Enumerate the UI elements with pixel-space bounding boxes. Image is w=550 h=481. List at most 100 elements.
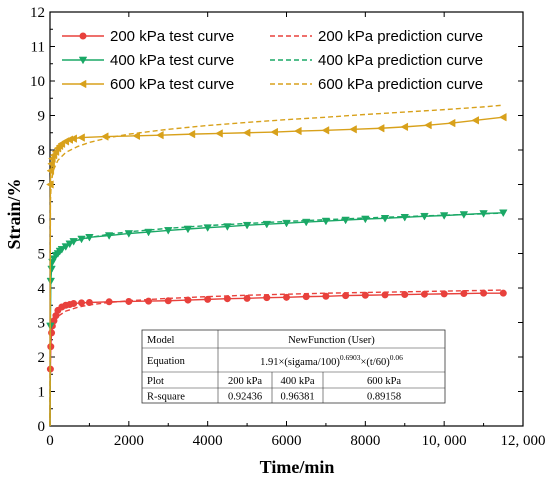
data-point bbox=[424, 120, 432, 130]
x-tick-label: 12, 000 bbox=[501, 433, 546, 449]
data-point bbox=[294, 126, 302, 136]
fit-table-plot-label: 600 kPa bbox=[367, 376, 401, 387]
equation-part: ×(t/60) bbox=[360, 357, 390, 368]
x-tick-label: 0 bbox=[46, 433, 54, 449]
data-point bbox=[302, 293, 310, 301]
series-4-test bbox=[46, 113, 507, 427]
x-axis-label: Time/min bbox=[260, 457, 335, 477]
fit-table: Model Equation Plot R-square NewFunction (Us… bbox=[141, 329, 446, 404]
fit-table-row-label: Equation bbox=[147, 356, 186, 367]
y-tick-label: 3 bbox=[38, 316, 46, 332]
data-point bbox=[70, 300, 78, 308]
data-point bbox=[376, 124, 385, 133]
legend-item: 200 kPa prediction curve bbox=[270, 28, 483, 45]
x-tick-label: 10, 000 bbox=[422, 433, 467, 449]
data-point bbox=[77, 133, 85, 142]
equation-part: 0.06 bbox=[390, 353, 403, 362]
data-point bbox=[439, 212, 449, 220]
legend-item: 600 kPa test curve bbox=[62, 76, 234, 93]
fit-table-rsquare-value: 0.96381 bbox=[280, 392, 314, 403]
fit-table-equation: 1.91×(sigama/100)0.6903×(t/60)0.06 bbox=[260, 353, 403, 368]
data-point bbox=[498, 113, 507, 122]
legend-label: 400 kPa prediction curve bbox=[318, 52, 483, 69]
fit-table-rsquare-value: 0.92436 bbox=[228, 392, 262, 403]
y-tick-label: 11 bbox=[31, 40, 45, 56]
data-point bbox=[471, 116, 479, 125]
x-tick-label: 8000 bbox=[350, 433, 380, 449]
legend: 200 kPa test curve 200 kPa prediction cur… bbox=[62, 28, 483, 93]
data-point bbox=[61, 243, 70, 251]
y-tick-label: 1 bbox=[38, 385, 46, 401]
legend-label: 600 kPa prediction curve bbox=[318, 76, 483, 93]
y-tick-label: 6 bbox=[38, 212, 46, 228]
legend-label: 400 kPa test curve bbox=[110, 52, 234, 69]
legend-item: 400 kPa test curve bbox=[62, 52, 234, 69]
y-tick-label: 12 bbox=[30, 5, 45, 21]
fit-table-row-label: Model bbox=[147, 335, 174, 346]
data-point bbox=[242, 128, 251, 137]
y-tick-label: 7 bbox=[38, 178, 46, 194]
series-layer bbox=[46, 104, 508, 427]
data-point bbox=[204, 295, 212, 303]
y-tick-label: 4 bbox=[38, 281, 46, 297]
y-tick-label: 5 bbox=[38, 247, 46, 263]
y-axis-label: Strain/% bbox=[4, 178, 24, 249]
data-point bbox=[78, 299, 86, 307]
series-1-prediction bbox=[49, 289, 504, 427]
data-point bbox=[156, 130, 164, 140]
data-point bbox=[400, 122, 409, 132]
data-point bbox=[46, 166, 55, 175]
series-line bbox=[49, 212, 504, 427]
equation-part: 1.91×(sigama/100) bbox=[260, 357, 340, 368]
data-point bbox=[215, 129, 223, 138]
fit-table-row-label: R-square bbox=[147, 392, 185, 403]
data-point bbox=[361, 291, 369, 299]
y-tick-label: 2 bbox=[38, 350, 46, 366]
fit-table-rsquare-value: 0.89158 bbox=[367, 392, 401, 403]
data-point bbox=[321, 126, 330, 135]
legend-marker bbox=[79, 32, 87, 40]
legend-marker bbox=[78, 56, 88, 65]
axes-frame: 0 2000 4000 6000 8000 10, 000 12, 000012345678… bbox=[30, 5, 546, 449]
x-tick-label: 6000 bbox=[272, 433, 302, 449]
data-point bbox=[47, 159, 55, 169]
series-line bbox=[49, 289, 504, 427]
legend-label: 200 kPa prediction curve bbox=[318, 28, 483, 45]
series-line bbox=[49, 104, 504, 427]
legend-label: 600 kPa test curve bbox=[110, 76, 234, 93]
y-tick-label: 10 bbox=[30, 74, 45, 90]
data-point bbox=[322, 292, 330, 300]
y-tick-label: 9 bbox=[38, 109, 46, 125]
fit-table-row-label: Plot bbox=[147, 376, 164, 387]
data-point bbox=[243, 294, 251, 302]
legend-label: 200 kPa test curve bbox=[110, 28, 234, 45]
data-point bbox=[349, 125, 357, 134]
data-point bbox=[270, 127, 278, 137]
y-tick-label: 8 bbox=[38, 143, 46, 159]
legend-item: 600 kPa prediction curve bbox=[270, 76, 483, 93]
series-5-prediction bbox=[49, 104, 504, 427]
fit-table-plot-label: 400 kPa bbox=[280, 376, 314, 387]
data-point bbox=[132, 131, 141, 141]
data-point bbox=[283, 293, 290, 301]
equation-part: 0.6903 bbox=[340, 353, 361, 362]
fit-table-model-value: NewFunction (User) bbox=[288, 335, 375, 346]
fit-table-plot-label: 200 kPa bbox=[228, 376, 262, 387]
series-3-prediction bbox=[49, 212, 504, 427]
legend-item: 200 kPa test curve bbox=[62, 28, 234, 45]
data-point bbox=[499, 289, 507, 297]
fit-table-frame bbox=[141, 329, 446, 404]
legend-marker bbox=[78, 79, 87, 89]
data-point bbox=[105, 298, 113, 306]
data-point bbox=[447, 118, 456, 128]
data-point bbox=[100, 132, 109, 141]
data-point bbox=[144, 228, 153, 237]
y-tick-label: 0 bbox=[38, 419, 46, 435]
data-point bbox=[187, 129, 196, 139]
data-point bbox=[263, 294, 271, 302]
x-tick-label: 4000 bbox=[193, 433, 223, 449]
legend-item: 400 kPa prediction curve bbox=[270, 52, 483, 69]
data-point bbox=[69, 134, 77, 143]
x-tick-label: 2000 bbox=[114, 433, 144, 449]
